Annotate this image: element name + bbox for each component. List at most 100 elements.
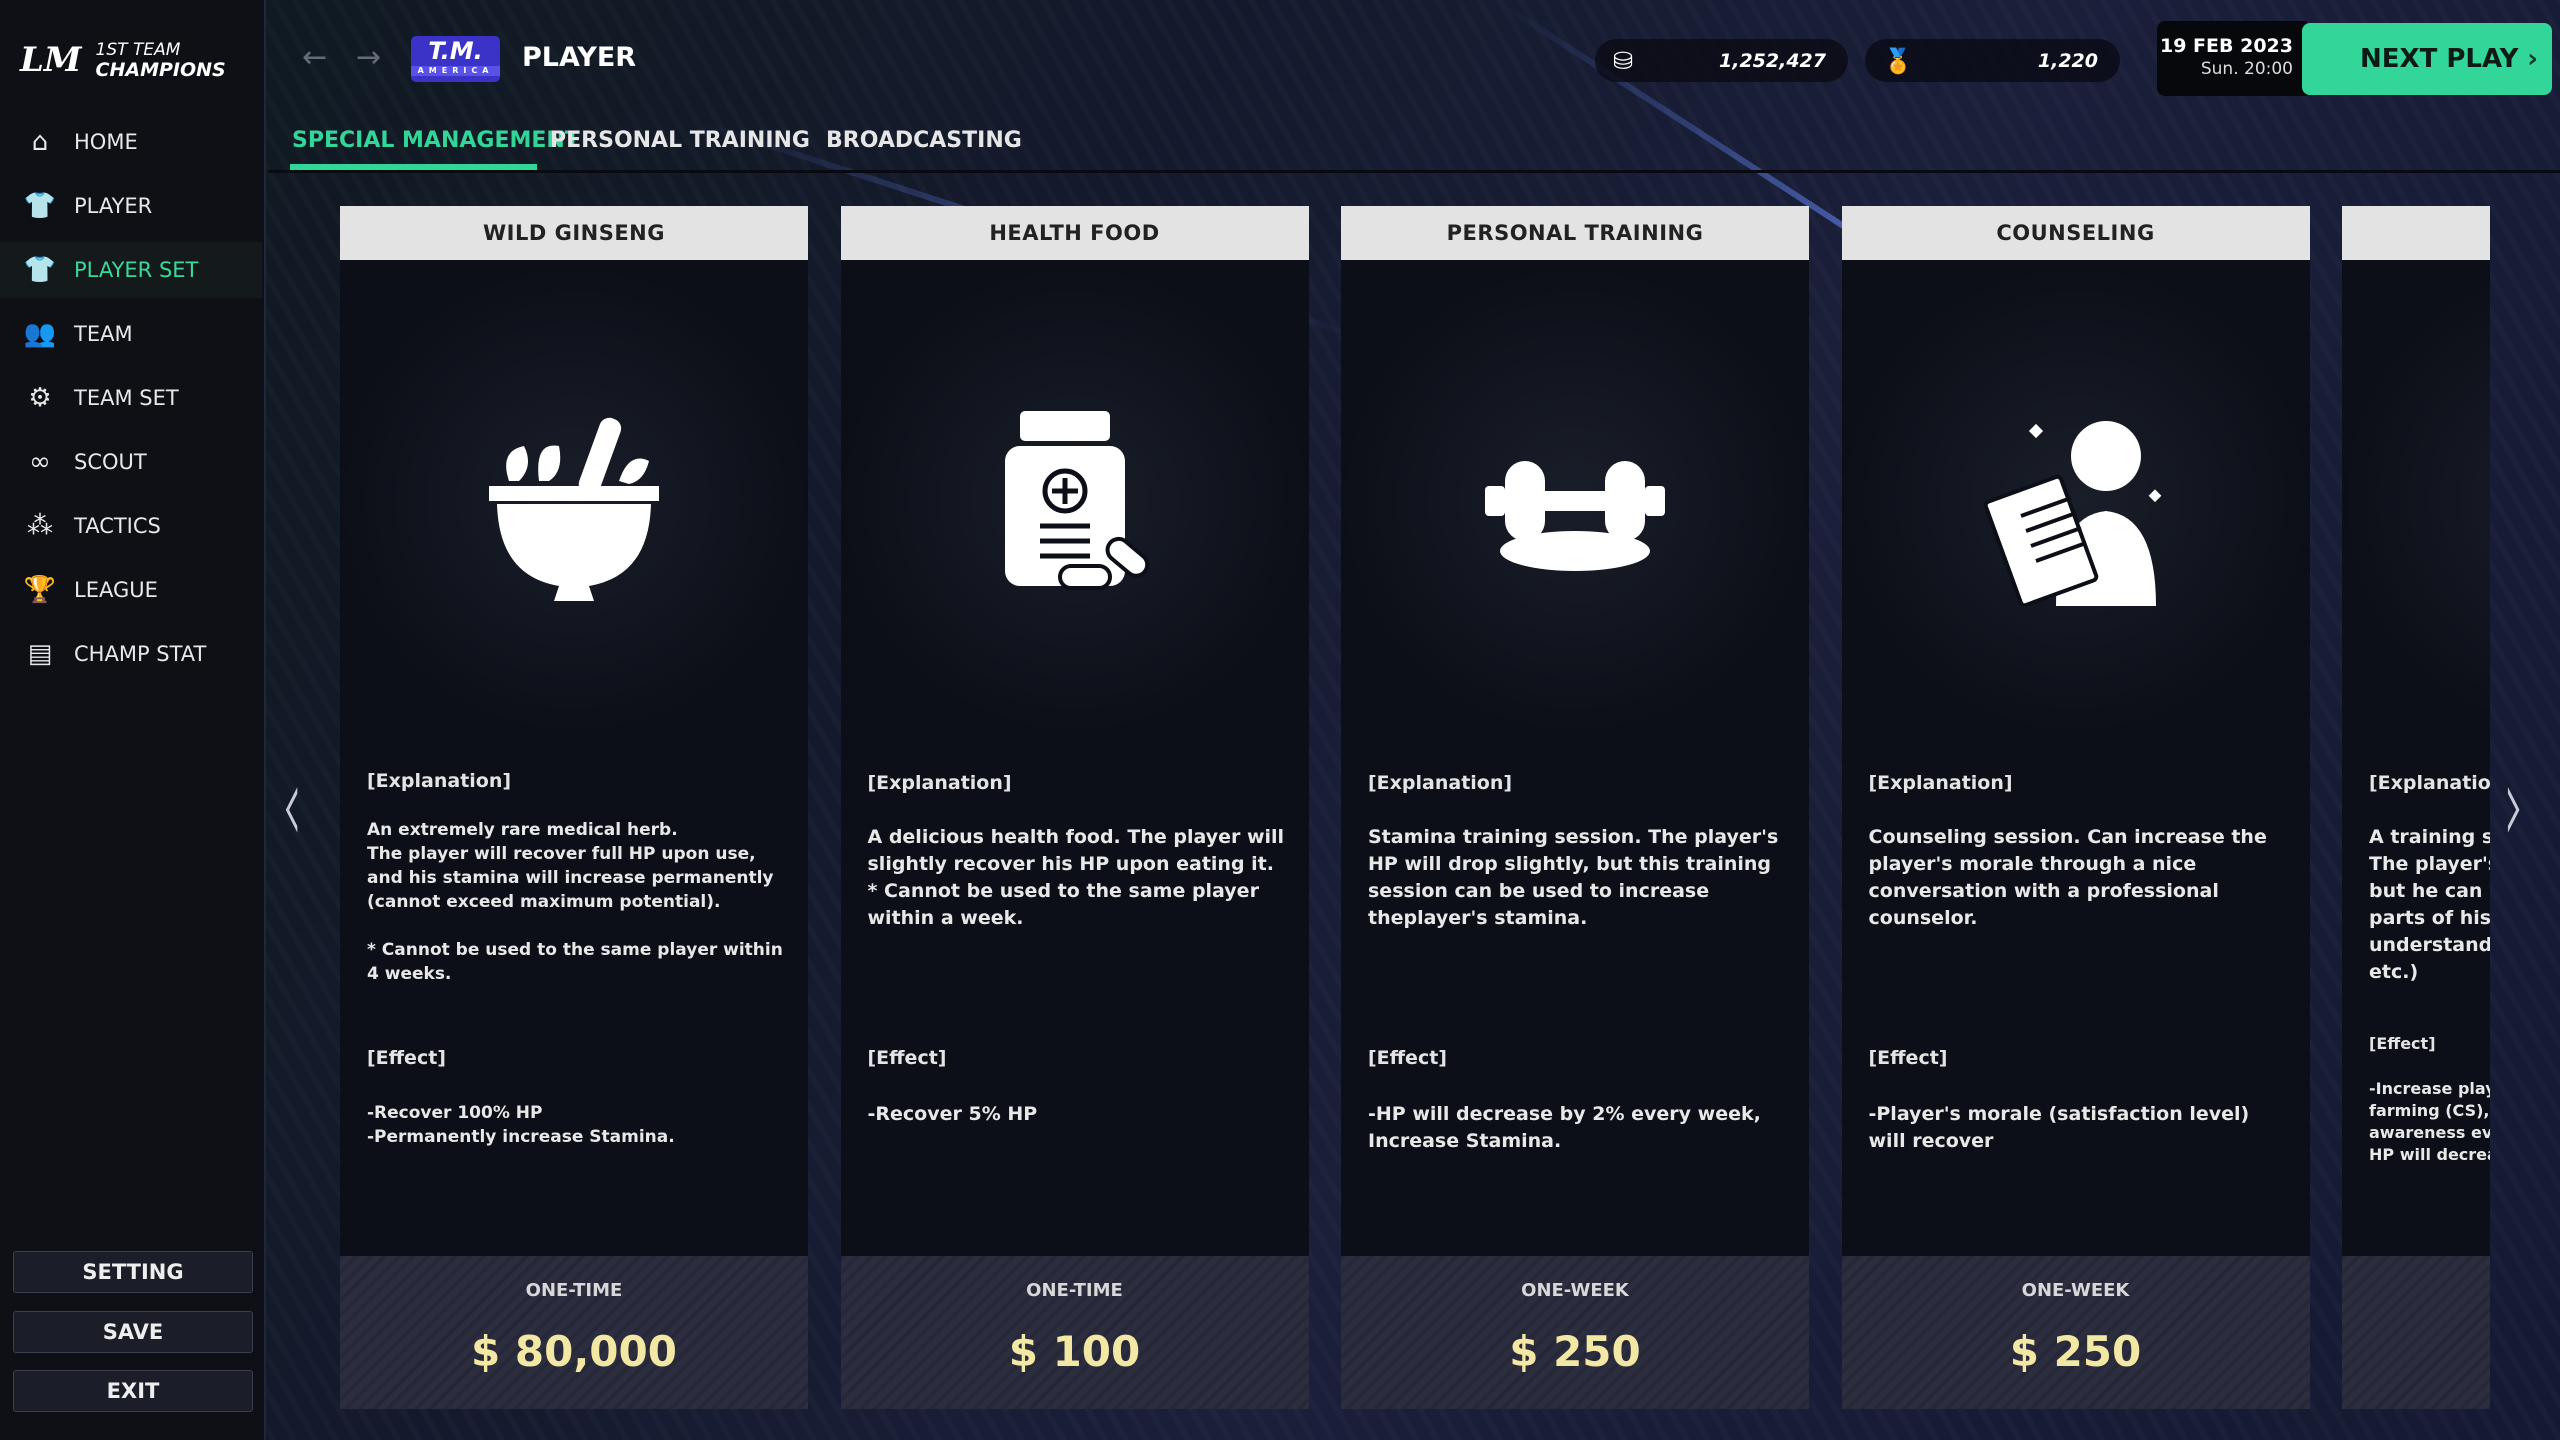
sidebar-item-player[interactable]: 👕 PLAYER [0,178,262,234]
carousel-prev-arrow-icon[interactable]: ‹ [282,740,302,868]
active-tab-indicator [290,164,537,170]
price-label: $ 80,000 [471,1327,677,1376]
card-footer: ONE-TIME $ 100 [840,1256,1309,1409]
dumbbell-icon [1341,386,1809,626]
sidebar-item-champ-stat[interactable]: ▤ CHAMP STAT [0,626,262,682]
effect-label: [Effect] [867,1047,947,1069]
sidebar-item-label: TACTICS [74,514,161,538]
money-counter: ⛁ 1,252,427 [1595,39,1848,82]
medal-icon: 🏅 [1883,46,1913,75]
app-logo[interactable]: LM 1ST TEAM CHAMPIONS [20,40,226,80]
page-title: PLAYER [522,42,637,73]
sidebar-item-label: TEAM [74,322,133,346]
binoculars-icon: ∞ [29,447,51,477]
partial-icon [2342,386,2490,626]
team-logo-text: T.M. [428,37,483,65]
duration-label: ONE-WEEK [1521,1280,1629,1301]
price-label: $ 100 [1008,1327,1141,1376]
medicine-bottle-icon [841,386,1309,626]
save-button[interactable]: SAVE [13,1311,253,1353]
sidebar-item-label: CHAMP STAT [74,642,207,666]
card-footer: ONE-TIME $ 80,000 [340,1256,808,1409]
explanation-text: A delicious health food. The player will… [867,826,1285,929]
game-date: 19 FEB 2023 Sun. 20:00 [2157,21,2307,96]
duration-label: ONE-WEEK [2021,1280,2130,1301]
tab-special-management[interactable]: SPECIAL MANAGEMENT [292,128,580,153]
sidebar-item-team-set[interactable]: ⚙ TEAM SET [0,370,262,426]
back-arrow-icon[interactable]: ← [302,40,328,75]
sidebar-item-label: PLAYER [74,194,153,218]
team-icon: 👥 [23,319,57,349]
medal-counter: 🏅 1,220 [1865,39,2120,82]
chevron-right-icon: › [2527,44,2538,74]
explanation-text: Stamina training session. The player's H… [1368,826,1779,929]
explanation-text: Counseling session. Can increase the pla… [1868,826,2267,929]
item-card[interactable]: PERSONAL TRAINING [Explanation] Stamina … [1341,206,1809,1409]
next-play-button[interactable]: NEXT PLAY › [2302,23,2552,95]
shirt-icon: 👕 [23,191,57,221]
effect-label: [Effect] [1368,1047,1447,1069]
forward-arrow-icon[interactable]: → [356,40,382,75]
sidebar-item-scout[interactable]: ∞ SCOUT [0,434,262,490]
effect-text: -Recover 100% HP -Permanently increase S… [367,1103,675,1147]
medal-value: 1,220 [2037,49,2098,72]
effect-label: [Effect] [1868,1047,1948,1069]
carousel-next-arrow-icon[interactable]: › [2504,740,2524,868]
effect-label: [Effect] [2369,1034,2436,1053]
logo-line1: 1ST TEAM [95,40,181,60]
logo-mark: LM [20,40,82,80]
sidebar-item-league[interactable]: 🏆 LEAGUE [0,562,262,618]
tab-broadcasting[interactable]: BROADCASTING [826,128,1022,153]
sidebar-item-label: SCOUT [74,450,147,474]
setting-button[interactable]: SETTING [13,1251,253,1293]
trophy-icon: 🏆 [23,575,57,605]
item-card[interactable]: HEALTH FOOD [Explanation] A delicious he… [840,206,1309,1409]
sidebar-item-tactics[interactable]: ⁂ TACTICS [0,498,262,554]
item-card[interactable]: WILD GINSENG [Explanation] An extremely … [340,206,808,1409]
card-title: HEALTH FOOD [840,206,1309,260]
coins-icon: ⛁ [1613,46,1634,75]
card-glow [2342,260,2490,740]
card-title: WILD GINSENG [340,206,808,260]
effect-text: -Increase player farming (CS), CC awaren… [2369,1079,2490,1164]
card-carousel: WILD GINSENG [Explanation] An extremely … [268,200,2490,1420]
money-value: 1,252,427 [1719,49,1826,72]
explanation-label: [Explanation] [2369,772,2490,794]
counselor-icon [1842,386,2310,626]
item-card[interactable]: COUNSELING [Explanation] Counseling sess… [1841,206,2310,1409]
sidebar: LM 1ST TEAM CHAMPIONS ⌂ HOME 👕 PLAYER 👕 PLAYE… [0,0,266,1440]
player-set-icon: 👕 [23,255,57,285]
tab-divider [268,170,2560,173]
exit-button[interactable]: EXIT [13,1370,253,1412]
clipboard-icon: ▤ [27,639,53,669]
time-text: Sun. 20:00 [2200,59,2293,79]
team-logo: T.M. AMERICA [411,36,500,82]
next-play-label: NEXT PLAY [2360,44,2519,74]
team-logo-sub: AMERICA [411,66,500,76]
sidebar-item-team[interactable]: 👥 TEAM [0,306,262,362]
card-title: COUNSELING [1841,206,2310,260]
card-glow [1841,260,2310,740]
effect-text: -Recover 5% HP [867,1103,1038,1125]
sidebar-item-label: TEAM SET [74,386,179,410]
home-icon: ⌂ [31,127,49,157]
effect-label: [Effect] [367,1047,446,1069]
explanation-label: [Explanation] [1368,772,1513,794]
card-footer: ONE-WEEK $ 250 [1841,1256,2310,1409]
duration-label: ONE-TIME [1026,1280,1123,1301]
explanation-label: [Explanation] [1868,772,2013,794]
effect-text: -Player's morale (satisfaction level) wi… [1868,1103,2250,1152]
sidebar-item-player-set[interactable]: 👕 PLAYER SET [0,242,262,298]
explanation-label: [Explanation] [367,770,512,792]
card-title: PERSONAL TRAINING [1341,206,1809,260]
item-card[interactable]: [Explanation] A training ses The player'… [2342,206,2490,1409]
card-title [2342,206,2490,260]
logo-line2: CHAMPIONS [95,59,226,81]
sidebar-item-home[interactable]: ⌂ HOME [0,114,262,170]
price-label: $ 250 [2009,1327,2142,1376]
date-text: 19 FEB 2023 [2160,35,2293,57]
herb-bowl-icon [340,386,808,626]
card-footer [2342,1256,2490,1409]
sidebar-item-label: PLAYER SET [74,258,199,282]
tab-personal-training[interactable]: PERSONAL TRAINING [550,128,810,153]
